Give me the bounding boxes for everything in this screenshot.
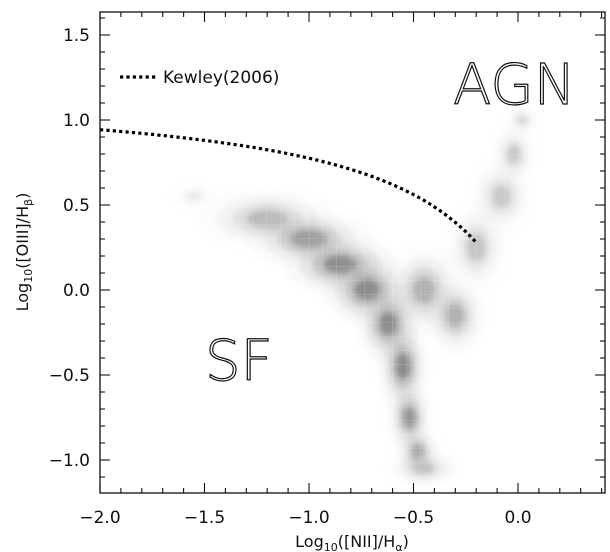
series-line-kewley-2006- [100,128,478,244]
x-axis-ticks: −2.0 −1.5 −1.0 −0.5 0.0 [79,12,603,528]
x-tick-label--1: −1.0 [288,508,329,528]
plot-frame [99,11,606,494]
kewley-curve [100,128,478,244]
y-tick-label--0.5: −0.5 [49,366,90,386]
x-tick-label--2: −2.0 [79,508,120,528]
y-tick-label-1.5: 1.5 [63,26,90,46]
y-axis-title: Log10([OIII]/Hβ) [13,193,35,312]
legend-label-kewley: Kewley(2006) [163,68,279,88]
y-tick-label-0.5: 0.5 [63,196,90,216]
density-blob-15-3 [186,192,202,201]
x-tick-label-0: 0.0 [504,508,531,528]
y-tick-label-1: 1.0 [63,111,90,131]
y-tick-label--1: −1.0 [49,451,90,471]
y-tick-label-0: 0.0 [63,281,90,301]
x-tick-label--0.5: −0.5 [393,508,434,528]
x-tick-label--1.5: −1.5 [184,508,225,528]
legend: Kewley(2006) [120,68,279,88]
y-axis-ticks: −1.0 −0.5 0.0 0.5 1.0 1.5 [49,17,605,478]
contour-mesh [235,103,539,493]
region-label-agn: AGN [453,53,576,118]
region-label-sf: SF [205,329,273,394]
density-contours [181,103,539,493]
x-axis-title: Log10([NII]/Hα) [295,532,409,552]
